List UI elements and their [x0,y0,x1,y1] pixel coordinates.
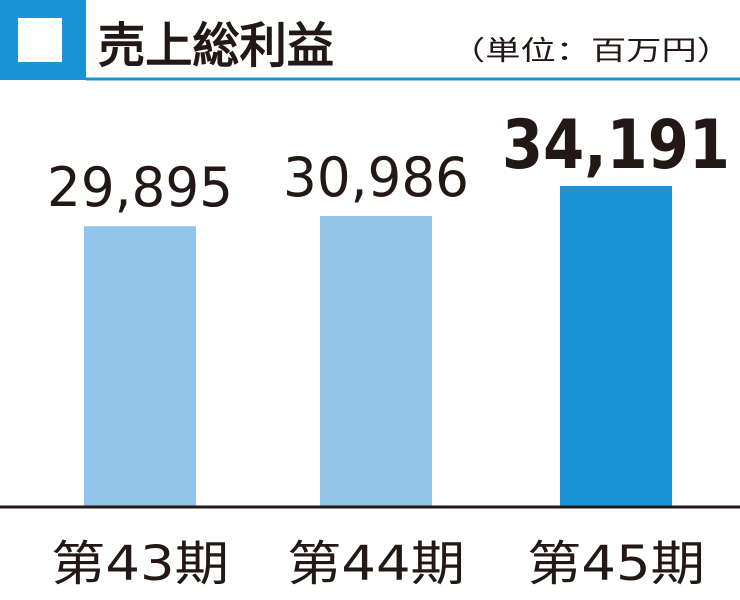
value-label-group: 29,895 30,986 34,191 [47,106,730,219]
unit-note: （単位：百万円） [450,36,732,67]
category-label-2: 第44期 [287,536,465,592]
bar-1 [84,226,196,506]
value-label-2: 30,986 [283,146,469,209]
value-label-3: 34,191 [502,106,730,185]
chart-title: 売上総利益 [98,18,334,74]
bar-group [84,186,672,506]
category-label-1: 第43期 [51,536,229,592]
bar-3 [560,186,672,506]
bar-2 [320,215,432,506]
value-label-1: 29,895 [47,156,233,219]
category-label-group: 第43期 第44期 第45期 [51,536,705,592]
category-label-3: 第45期 [527,536,705,592]
title-square-icon [18,18,62,62]
